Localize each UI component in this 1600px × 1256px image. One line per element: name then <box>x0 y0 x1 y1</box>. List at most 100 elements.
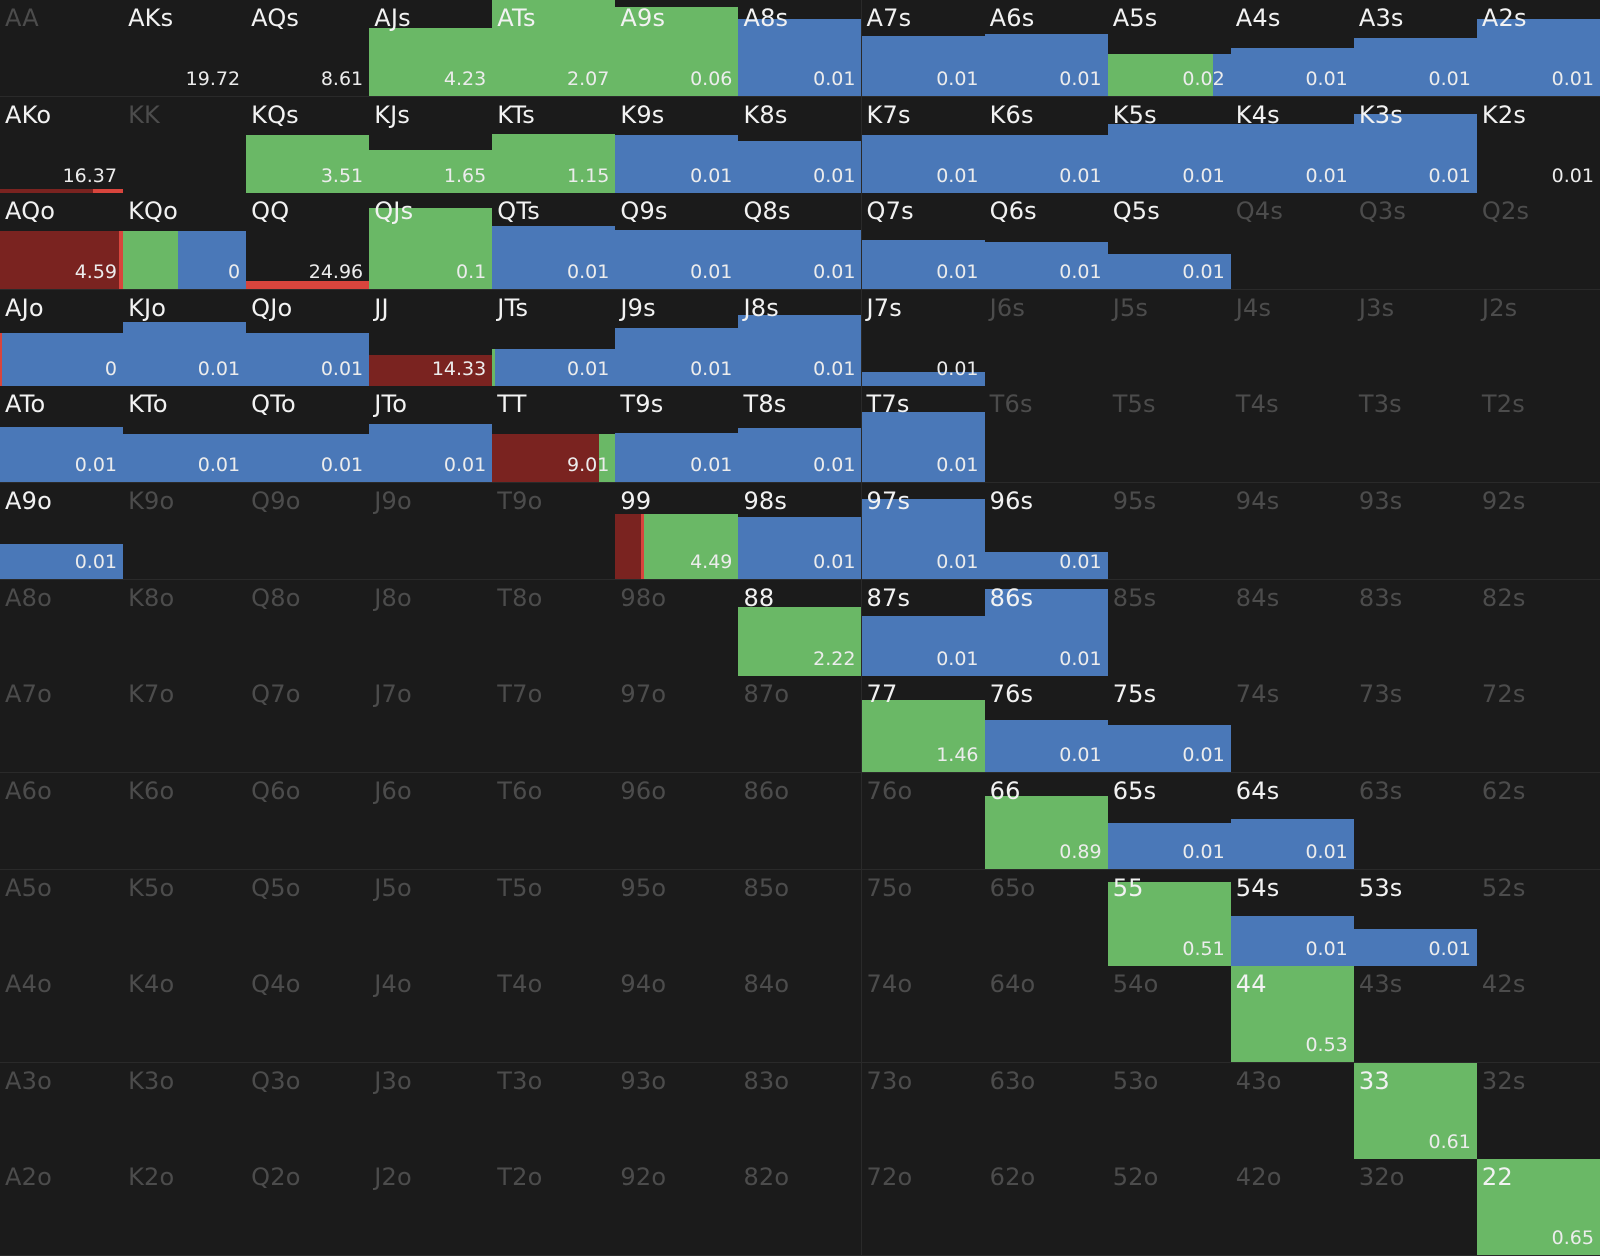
hand-cell-k3o[interactable]: K3o <box>123 1062 248 1160</box>
hand-cell-q4o[interactable]: Q4o <box>246 966 371 1064</box>
hand-cell-98s[interactable]: 98s 0.01 <box>738 483 863 581</box>
hand-cell-ats[interactable]: ATs 2.07 <box>492 0 617 97</box>
hand-cell-q8o[interactable]: Q8o <box>246 579 371 677</box>
hand-cell-63o[interactable]: 63o <box>984 1062 1109 1160</box>
hand-cell-q8s[interactable]: Q8s 0.01 <box>738 193 863 291</box>
hand-cell-q4s[interactable]: Q4s <box>1230 193 1355 291</box>
hand-cell-a3o[interactable]: A3o <box>0 1062 124 1160</box>
hand-cell-k9o[interactable]: K9o <box>123 483 248 581</box>
hand-cell-j7s[interactable]: J7s 0.01 <box>861 289 986 387</box>
hand-cell-q7o[interactable]: Q7o <box>246 676 371 774</box>
hand-cell-a4o[interactable]: A4o <box>0 966 124 1064</box>
hand-cell-33[interactable]: 33 0.61 <box>1353 1062 1478 1160</box>
hand-cell-kts[interactable]: KTs 1.15 <box>492 96 617 194</box>
hand-cell-k2s[interactable]: K2s 0.01 <box>1476 96 1600 194</box>
hand-cell-t2o[interactable]: T2o <box>492 1159 617 1256</box>
hand-cell-t9s[interactable]: T9s 0.01 <box>615 386 740 484</box>
hand-cell-k5s[interactable]: K5s 0.01 <box>1107 96 1232 194</box>
hand-cell-a8s[interactable]: A8s 0.01 <box>738 0 863 97</box>
hand-cell-93s[interactable]: 93s <box>1353 483 1478 581</box>
hand-cell-32o[interactable]: 32o <box>1353 1159 1478 1256</box>
hand-cell-22[interactable]: 22 0.65 <box>1476 1159 1600 1256</box>
hand-cell-qq[interactable]: QQ 24.96 <box>246 193 371 291</box>
hand-cell-65s[interactable]: 65s 0.01 <box>1107 772 1232 870</box>
hand-cell-kjs[interactable]: KJs 1.65 <box>369 96 494 194</box>
hand-cell-84s[interactable]: 84s <box>1230 579 1355 677</box>
hand-cell-54o[interactable]: 54o <box>1107 966 1232 1064</box>
hand-cell-qjo[interactable]: QJo 0.01 <box>246 289 371 387</box>
hand-cell-t3s[interactable]: T3s <box>1353 386 1478 484</box>
hand-cell-93o[interactable]: 93o <box>615 1062 740 1160</box>
hand-cell-t3o[interactable]: T3o <box>492 1062 617 1160</box>
hand-cell-43o[interactable]: 43o <box>1230 1062 1355 1160</box>
hand-cell-k6s[interactable]: K6s 0.01 <box>984 96 1109 194</box>
hand-cell-kto[interactable]: KTo 0.01 <box>123 386 248 484</box>
hand-cell-kqs[interactable]: KQs 3.51 <box>246 96 371 194</box>
hand-cell-92o[interactable]: 92o <box>615 1159 740 1256</box>
hand-cell-a9s[interactable]: A9s 0.06 <box>615 0 740 97</box>
hand-cell-ato[interactable]: ATo 0.01 <box>0 386 124 484</box>
hand-cell-72o[interactable]: 72o <box>861 1159 986 1256</box>
hand-cell-j4s[interactable]: J4s <box>1230 289 1355 387</box>
hand-cell-q5s[interactable]: Q5s 0.01 <box>1107 193 1232 291</box>
hand-cell-q7s[interactable]: Q7s 0.01 <box>861 193 986 291</box>
hand-cell-85o[interactable]: 85o <box>738 869 863 967</box>
hand-cell-k3s[interactable]: K3s 0.01 <box>1353 96 1478 194</box>
hand-cell-a7s[interactable]: A7s 0.01 <box>861 0 986 97</box>
hand-cell-k2o[interactable]: K2o <box>123 1159 248 1256</box>
hand-cell-q2s[interactable]: Q2s <box>1476 193 1600 291</box>
hand-cell-a8o[interactable]: A8o <box>0 579 124 677</box>
hand-cell-k8o[interactable]: K8o <box>123 579 248 677</box>
hand-cell-32s[interactable]: 32s <box>1476 1062 1600 1160</box>
hand-cell-82s[interactable]: 82s <box>1476 579 1600 677</box>
hand-cell-42s[interactable]: 42s <box>1476 966 1600 1064</box>
hand-cell-t5o[interactable]: T5o <box>492 869 617 967</box>
hand-cell-73o[interactable]: 73o <box>861 1062 986 1160</box>
hand-cell-99[interactable]: 99 4.49 <box>615 483 740 581</box>
hand-cell-97s[interactable]: 97s 0.01 <box>861 483 986 581</box>
hand-cell-83s[interactable]: 83s <box>1353 579 1478 677</box>
hand-cell-tt[interactable]: TT 9.01 <box>492 386 617 484</box>
hand-cell-k9s[interactable]: K9s 0.01 <box>615 96 740 194</box>
hand-cell-62o[interactable]: 62o <box>984 1159 1109 1256</box>
hand-cell-ajo[interactable]: AJo 0 <box>0 289 124 387</box>
hand-cell-t2s[interactable]: T2s <box>1476 386 1600 484</box>
hand-cell-k4s[interactable]: K4s 0.01 <box>1230 96 1355 194</box>
hand-cell-a9o[interactable]: A9o 0.01 <box>0 483 124 581</box>
hand-cell-a5o[interactable]: A5o <box>0 869 124 967</box>
hand-cell-76s[interactable]: 76s 0.01 <box>984 676 1109 774</box>
hand-cell-55[interactable]: 55 0.51 <box>1107 869 1232 967</box>
hand-cell-t4s[interactable]: T4s <box>1230 386 1355 484</box>
hand-cell-k4o[interactable]: K4o <box>123 966 248 1064</box>
hand-cell-t4o[interactable]: T4o <box>492 966 617 1064</box>
hand-cell-88[interactable]: 88 2.22 <box>738 579 863 677</box>
hand-cell-97o[interactable]: 97o <box>615 676 740 774</box>
hand-cell-t8s[interactable]: T8s 0.01 <box>738 386 863 484</box>
hand-cell-94s[interactable]: 94s <box>1230 483 1355 581</box>
hand-cell-a6s[interactable]: A6s 0.01 <box>984 0 1109 97</box>
hand-cell-kjo[interactable]: KJo 0.01 <box>123 289 248 387</box>
hand-cell-a5s[interactable]: A5s 0.02 <box>1107 0 1232 97</box>
hand-cell-q9s[interactable]: Q9s 0.01 <box>615 193 740 291</box>
hand-cell-k7s[interactable]: K7s 0.01 <box>861 96 986 194</box>
hand-cell-t7s[interactable]: T7s 0.01 <box>861 386 986 484</box>
hand-cell-95s[interactable]: 95s <box>1107 483 1232 581</box>
hand-cell-75s[interactable]: 75s 0.01 <box>1107 676 1232 774</box>
hand-cell-a6o[interactable]: A6o <box>0 772 124 870</box>
hand-cell-j9s[interactable]: J9s 0.01 <box>615 289 740 387</box>
hand-cell-53o[interactable]: 53o <box>1107 1062 1232 1160</box>
hand-cell-j2o[interactable]: J2o <box>369 1159 494 1256</box>
hand-cell-q3o[interactable]: Q3o <box>246 1062 371 1160</box>
hand-cell-jts[interactable]: JTs 0.01 <box>492 289 617 387</box>
hand-cell-jj[interactable]: JJ 14.33 <box>369 289 494 387</box>
hand-cell-j6s[interactable]: J6s <box>984 289 1109 387</box>
hand-cell-jto[interactable]: JTo 0.01 <box>369 386 494 484</box>
hand-cell-87s[interactable]: 87s 0.01 <box>861 579 986 677</box>
hand-cell-42o[interactable]: 42o <box>1230 1159 1355 1256</box>
hand-cell-t6s[interactable]: T6s <box>984 386 1109 484</box>
hand-cell-kk[interactable]: KK <box>123 96 248 194</box>
hand-cell-q5o[interactable]: Q5o <box>246 869 371 967</box>
hand-cell-ajs[interactable]: AJs 4.23 <box>369 0 494 97</box>
hand-cell-65o[interactable]: 65o <box>984 869 1109 967</box>
hand-cell-76o[interactable]: 76o <box>861 772 986 870</box>
